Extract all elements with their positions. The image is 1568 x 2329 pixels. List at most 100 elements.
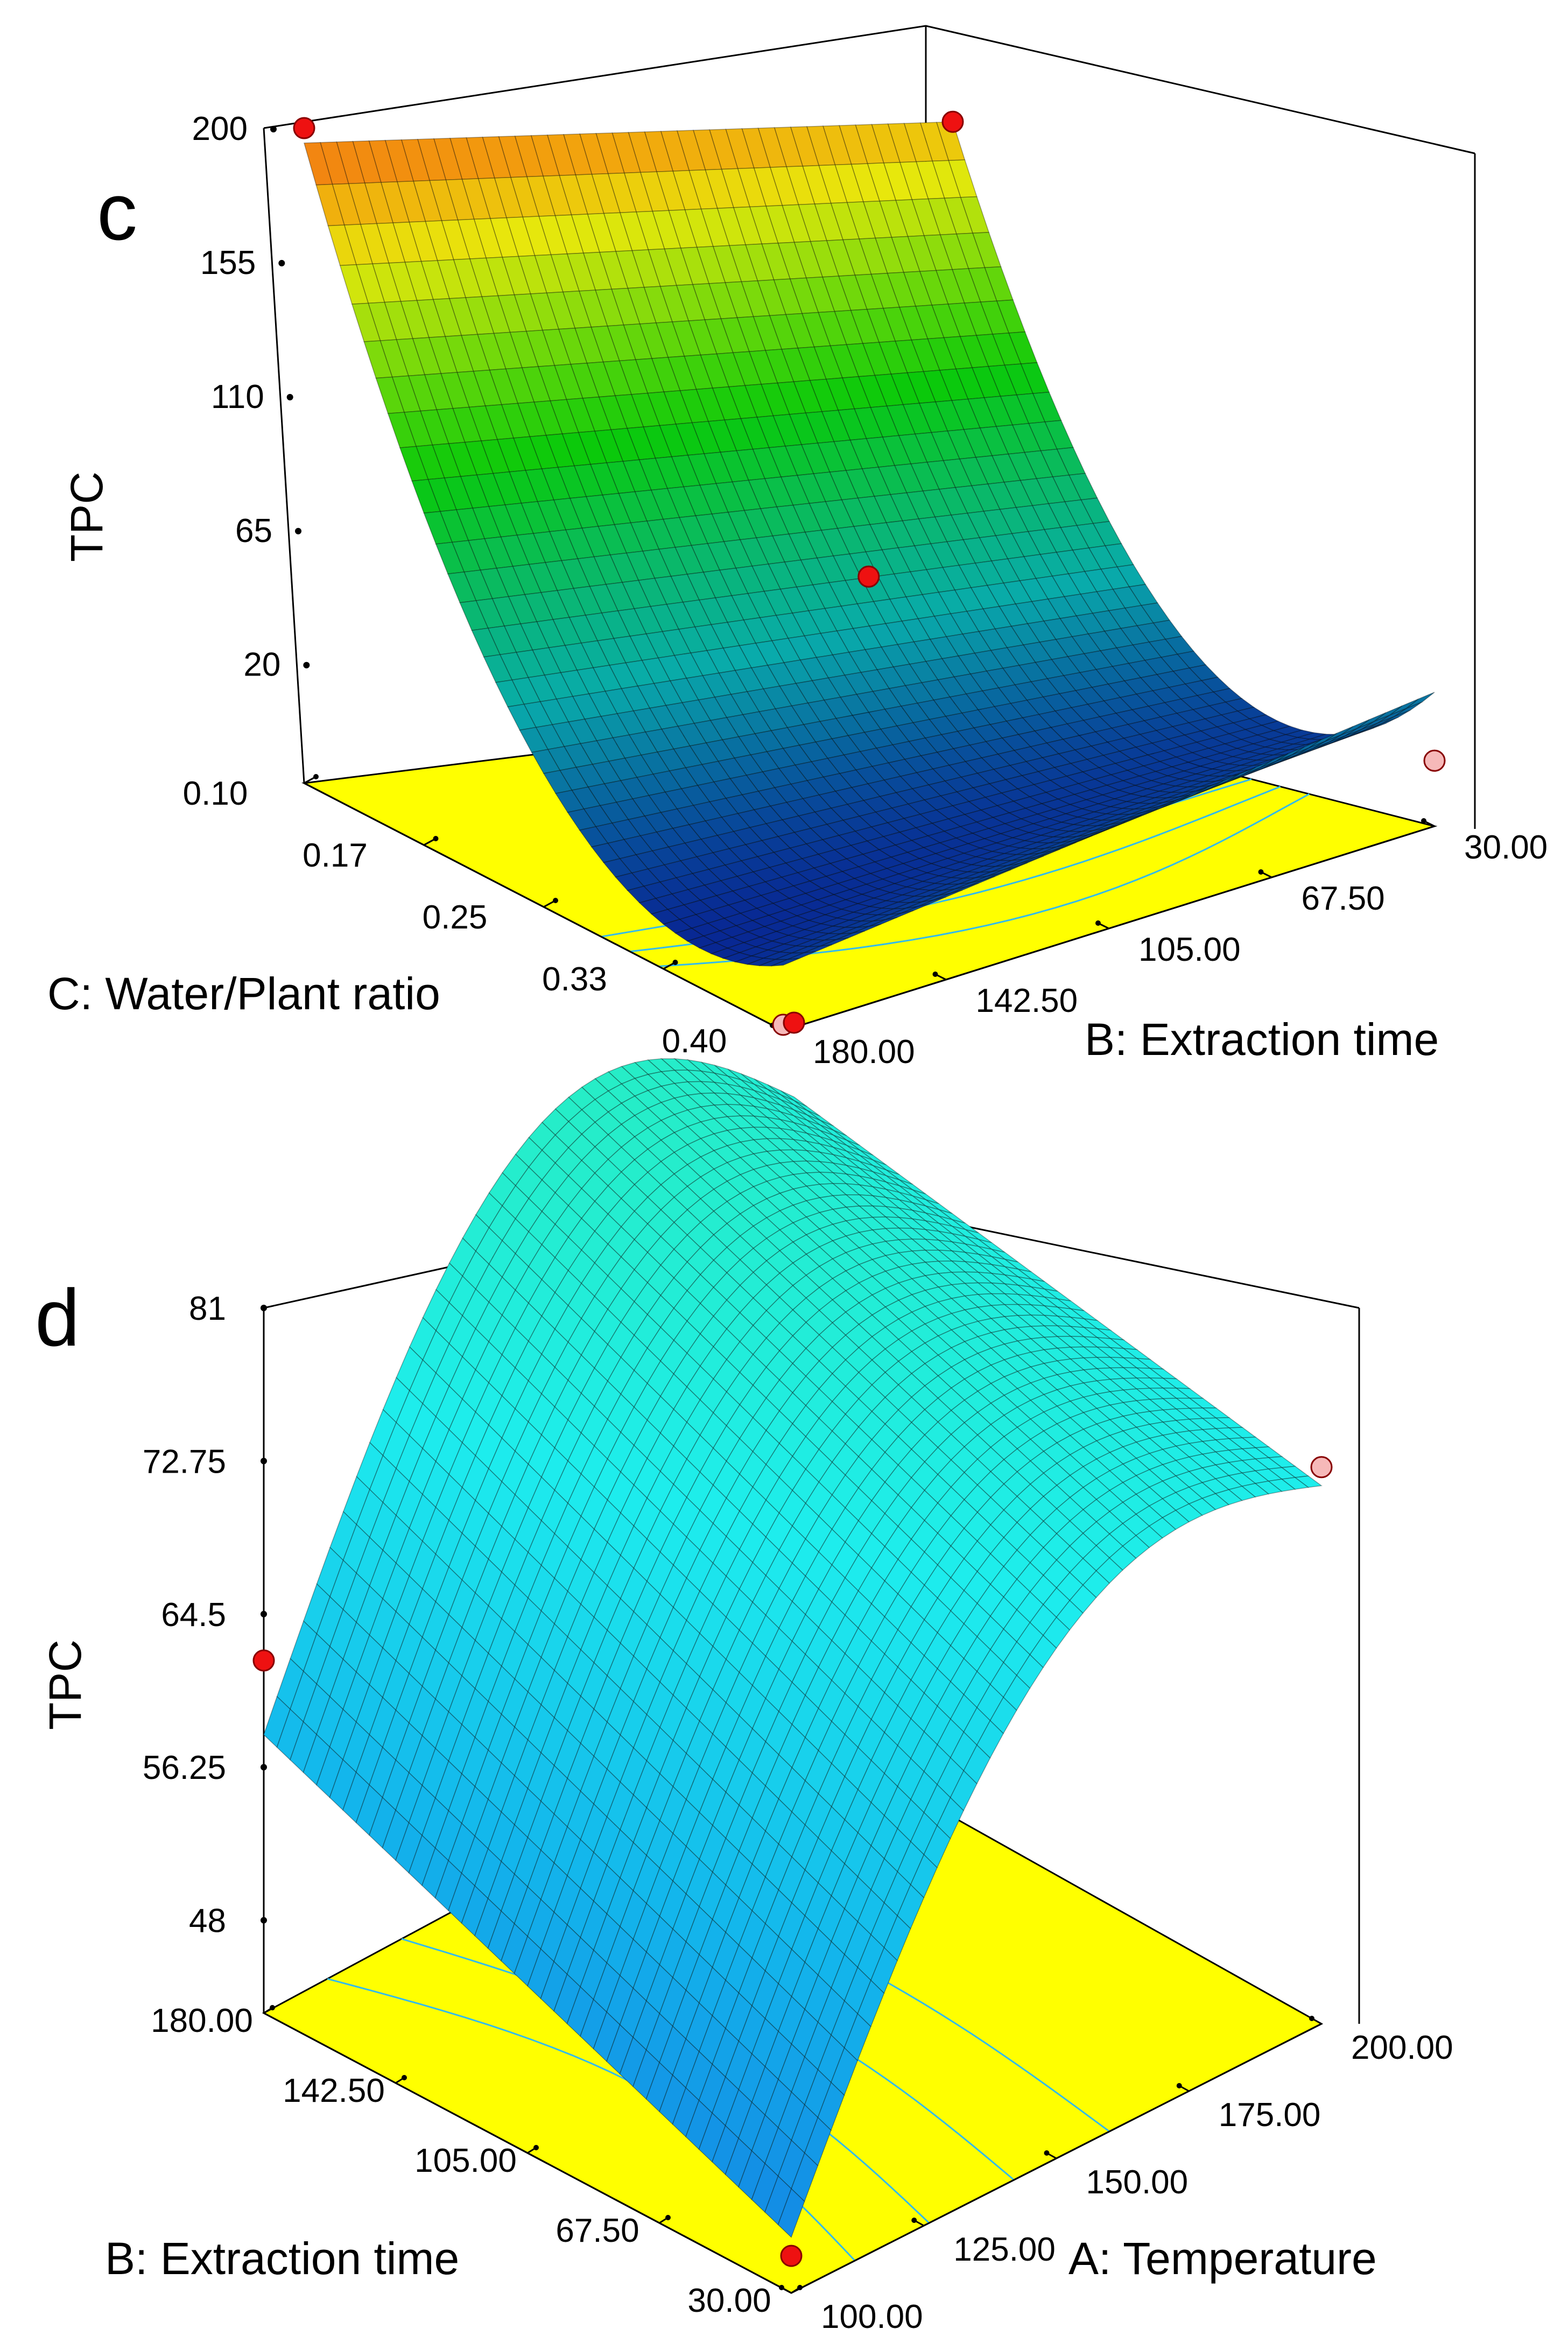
- c-y-tick-label: 180.00: [813, 1033, 915, 1071]
- d-z-tick: [261, 1458, 267, 1465]
- c-x-tick-label: 0.33: [542, 961, 607, 998]
- d-y-tick-dot: [1309, 2016, 1314, 2021]
- c-surface-cell: [1292, 740, 1321, 755]
- d-x-tick-label: 105.00: [414, 2142, 517, 2179]
- c-y-tick-label: 30.00: [1464, 829, 1548, 866]
- c-z-tick: [286, 393, 293, 400]
- d-y-tick-label: 200.00: [1351, 2029, 1453, 2066]
- d-response-surface: [263, 1058, 1323, 2238]
- d-surface-cell: [1056, 1600, 1084, 1631]
- c-z-tick-label: 155: [200, 244, 256, 282]
- d-design-point: [1310, 1456, 1333, 1479]
- d-y-tick-label: 175.00: [1219, 2096, 1321, 2134]
- d-surface-cell: [1016, 1654, 1044, 1689]
- c-surface-cell: [966, 876, 995, 888]
- c-z-tick: [295, 527, 302, 534]
- d-surface-cell: [1228, 1486, 1256, 1501]
- c-z-tick-label: 20: [243, 646, 280, 684]
- d-y-tick-dot: [911, 2218, 917, 2223]
- d-surface-cell: [1267, 1479, 1296, 1492]
- c-response-surface: [304, 121, 1435, 967]
- c-surface-cell: [1405, 692, 1435, 709]
- c-z-tick-label: 65: [235, 512, 272, 550]
- d-panel-label: d: [35, 1272, 80, 1363]
- c-z-tick-label: 200: [192, 110, 248, 147]
- d-x-tick-dot: [402, 2075, 407, 2080]
- d-design-point: [780, 2244, 803, 2267]
- d-z-tick: [261, 1917, 267, 1924]
- d-surface-cell: [1122, 1535, 1150, 1559]
- c-z-tick: [278, 259, 285, 266]
- d-x-tick-label: 142.50: [283, 2072, 385, 2109]
- c-y-tick-label: 142.50: [976, 982, 1078, 1019]
- d-y-tick-label: 150.00: [1086, 2164, 1189, 2201]
- c-x-tick-dot: [672, 960, 678, 965]
- d-surface-cell: [870, 1947, 898, 1994]
- d-z-tick: [261, 1764, 267, 1771]
- c-x-tick-label: 0.17: [303, 837, 368, 874]
- d-surface-cell: [1003, 1674, 1031, 1711]
- c-z-tick: [270, 126, 277, 132]
- d-surface-cell: [923, 1825, 951, 1869]
- c-y-tick-dot: [932, 972, 938, 977]
- d-z-tick: [261, 1305, 267, 1311]
- c-y-tick-dot: [1095, 920, 1101, 926]
- d-z-tick-label: 56.25: [143, 1749, 226, 1786]
- d-x-tick-dot: [270, 2005, 275, 2010]
- c-surface-cell: [1096, 821, 1126, 834]
- c-surface-cell: [1031, 848, 1060, 861]
- d-x-tick-dot: [533, 2145, 539, 2150]
- d-x-tick-dot: [797, 2285, 803, 2290]
- d-y-tick-dot: [1176, 2083, 1182, 2088]
- d-surface-cell: [1108, 1545, 1137, 1571]
- d-surface-cell: [777, 2188, 805, 2238]
- d-x-tick-label: 180.00: [151, 2002, 253, 2039]
- c-x-tick-dot: [313, 774, 319, 779]
- c-z-axis-label: TPC: [61, 472, 112, 562]
- d-z-axis-label: TPC: [40, 1640, 90, 1730]
- c-x-tick-label: 0.10: [183, 775, 248, 812]
- c-surface-cell: [1357, 712, 1386, 729]
- d-y-tick-dot: [1044, 2150, 1050, 2156]
- c-y-tick-dot: [1258, 869, 1264, 875]
- c-design-point: [857, 565, 880, 588]
- d-z-tick-label: 48: [189, 1903, 226, 1940]
- d-y-tick-label: 100.00: [821, 2298, 923, 2329]
- c-y-axis-label: B: Extraction time: [1085, 1014, 1439, 1065]
- d-surface-cell: [963, 1744, 991, 1785]
- c-surface-cell: [1324, 726, 1354, 742]
- c-z-axis: [263, 128, 305, 784]
- d-y-tick-dot: [779, 2285, 784, 2290]
- c-x-tick-label: 0.25: [423, 899, 488, 936]
- c-surface-cell: [852, 924, 881, 934]
- c-z-tick-label: 110: [211, 378, 264, 416]
- d-x-tick-label: 67.50: [556, 2212, 639, 2249]
- d-z-tick: [261, 1610, 267, 1617]
- c-y-tick-dot: [1421, 818, 1426, 824]
- c-surface-cell: [1389, 699, 1419, 716]
- d-surface-cell: [897, 1884, 925, 1930]
- c-design-point: [1423, 749, 1446, 772]
- c-panel-label: c: [97, 166, 137, 257]
- c-x-tick-label: 0.40: [662, 1023, 727, 1060]
- d-surface-cell: [950, 1770, 978, 1812]
- panel-c: 200 155 110 65 20 0.10 0.17 0.25 0.33 0.40 180.0…: [47, 25, 1548, 1071]
- c-design-point: [941, 110, 964, 133]
- d-surface-cell: [804, 2116, 832, 2166]
- panel-d: 81 72.75 64.5 56.25 48 180.00 142.50 105.00 67.…: [35, 1011, 1453, 2329]
- d-x-tick-label: 30.00: [687, 2282, 771, 2319]
- c-y-tick-label: 67.50: [1302, 880, 1385, 917]
- c-x-axis-label: C: Water/Plant ratio: [47, 968, 440, 1019]
- d-surface-cell: [1082, 1570, 1110, 1599]
- d-z-tick-label: 81: [189, 1290, 226, 1327]
- d-surface-cell: [937, 1797, 965, 1840]
- c-design-point: [293, 117, 315, 139]
- c-x-tick-dot: [553, 898, 558, 903]
- d-z-tick-label: 72.75: [143, 1443, 226, 1480]
- d-surface-cell: [843, 2013, 871, 2061]
- d-surface-cell: [1175, 1503, 1203, 1523]
- d-y-tick-label: 125.00: [953, 2231, 1056, 2268]
- c-surface-cell: [1227, 766, 1256, 782]
- c-y-tick-label: 105.00: [1138, 931, 1241, 968]
